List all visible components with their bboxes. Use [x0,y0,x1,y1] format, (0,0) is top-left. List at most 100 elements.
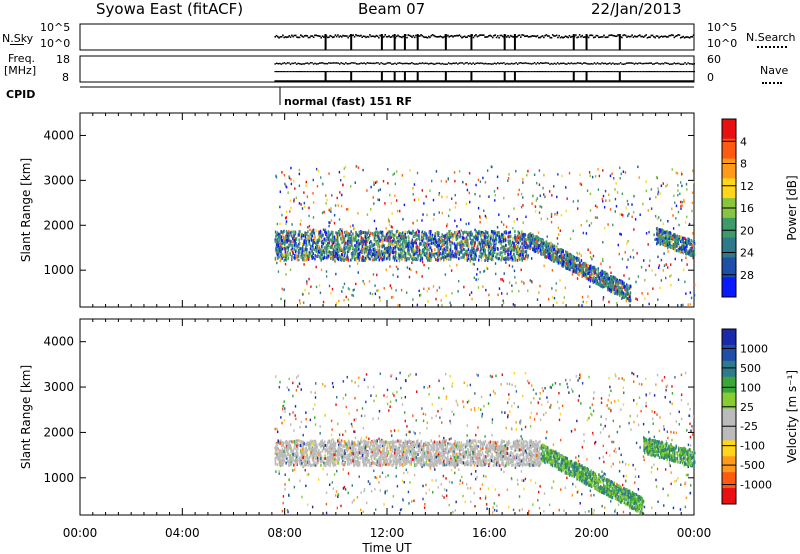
scatter-cell [655,176,658,179]
band-cell [365,255,367,259]
band-cell [416,237,418,241]
band-cell [522,250,525,254]
band-cell [298,242,300,246]
scatter-cell [312,246,314,249]
scatter-cell [515,281,517,285]
band-cell [279,245,282,249]
band-cell [286,245,289,249]
freq-point [604,71,606,73]
scatter-cell [294,187,296,190]
band-cell [337,243,340,247]
scatter-cell [454,206,456,209]
band-cell [406,251,408,255]
band-cell [280,257,282,261]
freq-point [289,71,292,73]
nave-point [599,63,602,65]
freq-point [524,71,527,73]
scatter-cell [500,220,503,224]
scatter-cell [505,225,508,229]
band-cell [428,257,431,261]
band-cell [300,250,303,254]
band-cell [471,238,473,242]
band-cell [516,234,519,238]
freq-point [322,71,324,73]
sky-point [463,35,466,38]
scatter-cell [330,219,333,222]
band-cell [342,235,344,239]
sky-point [667,36,669,38]
band-cell [587,265,590,269]
band-cell [303,242,305,246]
nave-point [412,62,415,65]
band-cell [472,251,475,255]
nave-point [312,63,315,65]
band-cell [590,269,593,273]
band-cell [340,232,342,236]
band-cell [548,254,551,258]
band-cell [366,245,369,249]
band-cell [533,241,536,245]
band-cell [340,258,343,262]
band-cell [408,235,410,239]
nave-point [671,63,674,65]
band-cell [435,252,437,256]
scatter-cell [427,300,429,303]
freq-point [368,71,370,73]
nave-point [318,62,321,64]
nave-point [609,62,611,64]
band-cell [629,295,631,299]
band-cell [410,249,413,253]
freq-point [581,71,583,73]
band-cell [320,231,323,235]
freq-point [493,71,496,73]
band-cell [293,243,296,247]
nave-point [294,62,296,64]
scatter-cell [677,304,679,307]
scatter-cell [511,265,514,268]
sky-point [546,35,549,37]
band-cell [415,251,417,255]
sky-point [535,35,537,38]
freq-point [489,71,491,73]
freq-point [590,71,593,73]
band-cell [396,256,399,260]
band-cell [312,252,314,256]
scatter-cell [303,191,305,194]
band-cell [326,255,329,259]
scatter-cell [306,195,309,198]
band-cell [399,248,401,252]
scatter-cell [688,222,691,226]
freq-point [466,71,468,73]
scatter-cell [663,264,666,267]
freq-trace [274,62,695,82]
band-cell [363,239,365,243]
sky-point [486,36,489,38]
sky-point [628,35,631,38]
band-cell [342,250,344,254]
band-cell [486,235,489,239]
band-cell [546,242,549,246]
band-cell [471,233,473,237]
sky-point [676,34,678,37]
nave-point [667,62,669,65]
freq-point [490,71,493,73]
band-cell [343,242,346,246]
sky-point [458,34,461,36]
band-cell [361,258,363,262]
band-cell [577,264,579,268]
band-cell [572,269,575,273]
scatter-cell [336,196,338,200]
band-cell [524,238,527,242]
scatter-cell [421,260,424,264]
band-cell [528,237,530,241]
scatter-cell [557,233,560,236]
band-cell [565,254,568,258]
band-cell [439,257,441,261]
band-cell [446,245,449,249]
band-cell [437,244,439,248]
scatter-cell [464,257,466,261]
scatter-cell [469,200,471,204]
nave-point [334,62,336,64]
band-cell [356,240,359,244]
scatter-cell [500,243,503,246]
